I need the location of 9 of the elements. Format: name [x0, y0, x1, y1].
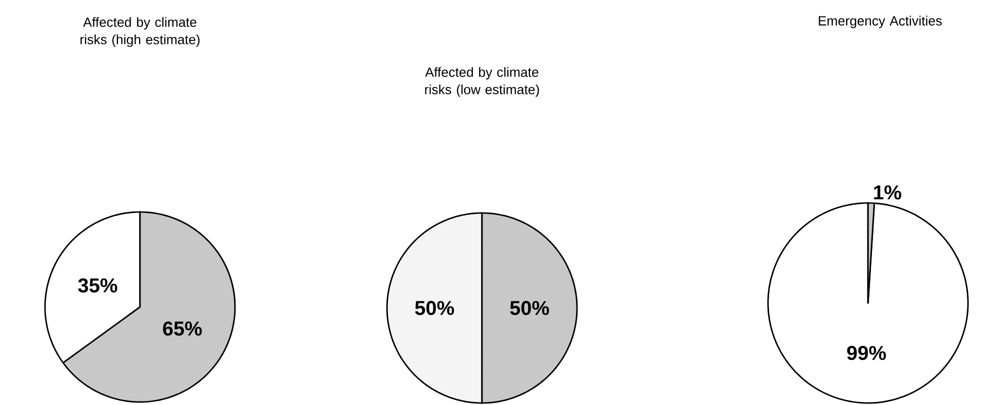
data-label: 35%: [78, 278, 118, 293]
data-label: 1%: [874, 185, 902, 200]
data-label: 99%: [847, 346, 886, 360]
chart-title: Affected by climate risks (high estimate): [80, 17, 200, 47]
chart-title: Emergency Activities: [818, 16, 942, 28]
chart-title: Affected by climate risks (low estimate): [425, 67, 539, 97]
data-label: 50%: [415, 300, 454, 316]
data-label: 65%: [163, 321, 202, 336]
data-label: 50%: [510, 300, 549, 316]
